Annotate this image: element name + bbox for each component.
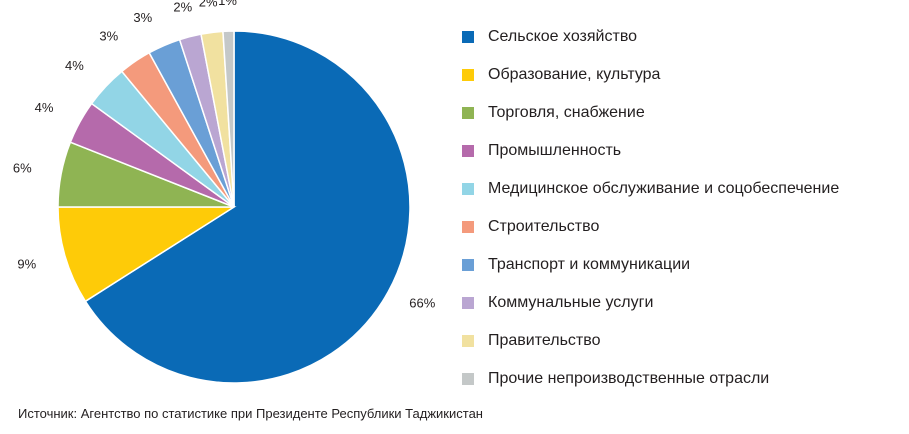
legend-item: Промышленность bbox=[462, 132, 839, 170]
legend-label: Промышленность bbox=[488, 142, 622, 159]
legend-item: Коммунальные услуги bbox=[462, 284, 839, 322]
legend-label: Прочие непроизводственные отрасли bbox=[488, 370, 770, 387]
legend-label: Строительство bbox=[488, 218, 600, 235]
legend-label: Медицинское обслуживание и соцобеспечени… bbox=[488, 180, 840, 197]
legend-item: Образование, культура bbox=[462, 56, 839, 94]
legend-swatch bbox=[462, 69, 474, 81]
source-note: Источник: Агентство по статистике при Пр… bbox=[18, 406, 483, 421]
legend-swatch bbox=[462, 297, 474, 309]
legend-swatch bbox=[462, 31, 474, 43]
legend-item: Торговля, снабжение bbox=[462, 94, 839, 132]
legend-swatch bbox=[462, 259, 474, 271]
slice-percent-label: 1% bbox=[218, 0, 237, 8]
legend-swatch bbox=[462, 221, 474, 233]
slice-percent-label: 4% bbox=[35, 100, 54, 115]
slice-percent-label: 3% bbox=[133, 10, 152, 25]
legend-item: Правительство bbox=[462, 322, 839, 360]
legend-item: Строительство bbox=[462, 208, 839, 246]
legend-item: Сельское хозяйство bbox=[462, 18, 839, 56]
legend-label: Коммунальные услуги bbox=[488, 294, 654, 311]
slice-percent-label: 2% bbox=[173, 0, 192, 14]
legend: Сельское хозяйство Образование, культура Т… bbox=[462, 18, 839, 398]
legend-item: Транспорт и коммуникации bbox=[462, 246, 839, 284]
legend-swatch bbox=[462, 145, 474, 157]
slice-percent-label: 2% bbox=[199, 0, 218, 10]
legend-label: Образование, культура bbox=[488, 66, 661, 83]
legend-label: Транспорт и коммуникации bbox=[488, 256, 691, 273]
legend-item: Медицинское обслуживание и соцобеспечени… bbox=[462, 170, 839, 208]
slice-percent-label: 4% bbox=[65, 58, 84, 73]
legend-label: Правительство bbox=[488, 332, 601, 349]
slice-percent-label: 9% bbox=[17, 256, 36, 271]
legend-label: Сельское хозяйство bbox=[488, 28, 638, 45]
pie-slice bbox=[222, 30, 235, 208]
legend-swatch bbox=[462, 373, 474, 385]
slice-percent-label: 3% bbox=[99, 29, 118, 44]
pie-slice bbox=[57, 206, 237, 303]
legend-swatch bbox=[462, 183, 474, 195]
legend-swatch bbox=[462, 107, 474, 119]
slice-percent-label: 66% bbox=[409, 295, 435, 310]
legend-item: Прочие непроизводственные отрасли bbox=[462, 360, 839, 398]
legend-swatch bbox=[462, 335, 474, 347]
slice-percent-label: 6% bbox=[13, 160, 32, 175]
legend-label: Торговля, снабжение bbox=[488, 104, 645, 121]
pie-slice bbox=[84, 30, 411, 384]
